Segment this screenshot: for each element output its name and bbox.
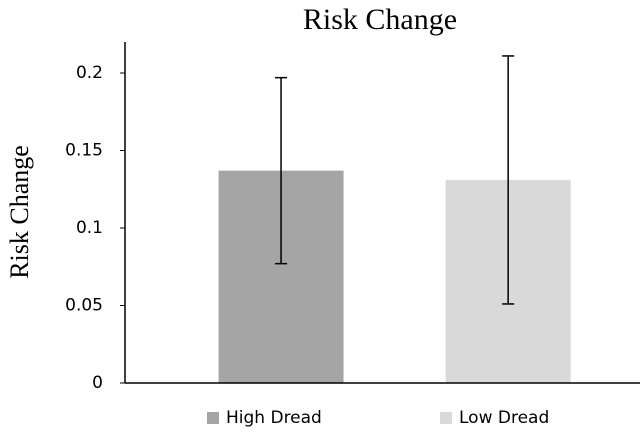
legend-swatch — [440, 412, 452, 424]
y-tick-label: 0.1 — [76, 218, 103, 238]
y-tick-label: 0.2 — [76, 63, 103, 83]
legend-label: High Dread — [226, 408, 322, 428]
legend-swatch — [207, 412, 219, 424]
legend-label: Low Dread — [459, 408, 549, 428]
chart-title: Risk Change — [303, 3, 457, 36]
y-tick-label: 0.05 — [65, 296, 103, 316]
y-tick-label: 0 — [92, 373, 103, 393]
y-tick-label: 0.15 — [65, 141, 103, 161]
y-axis-label: Risk Change — [5, 145, 34, 279]
